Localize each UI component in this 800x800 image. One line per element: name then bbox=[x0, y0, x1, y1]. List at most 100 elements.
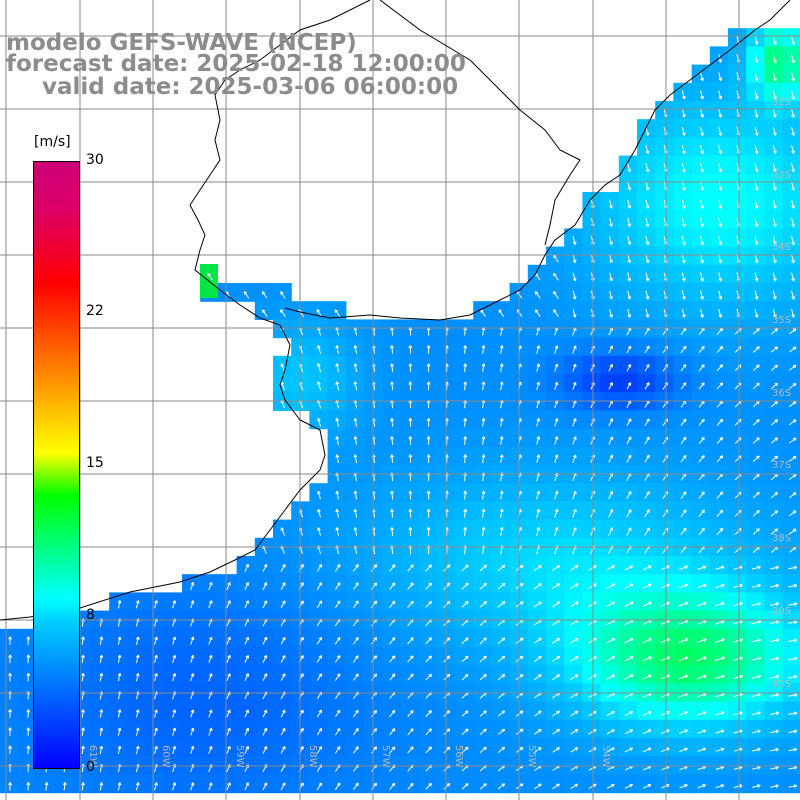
field-cell bbox=[582, 374, 602, 393]
wind-arrow bbox=[262, 582, 268, 591]
field-cell bbox=[728, 319, 747, 339]
wind-arrow bbox=[99, 654, 104, 663]
wind-arrow bbox=[244, 727, 249, 736]
wind-arrow bbox=[718, 254, 723, 264]
wind-arrow bbox=[481, 508, 486, 518]
field-cell bbox=[764, 574, 784, 593]
wind-arrow bbox=[461, 600, 469, 608]
field-cell bbox=[273, 628, 292, 648]
wind-arrow bbox=[754, 181, 759, 191]
wind-arrow bbox=[190, 582, 195, 591]
wind-arrow bbox=[262, 600, 268, 609]
wind-arrow bbox=[497, 783, 506, 790]
field-cell bbox=[764, 501, 784, 521]
wind-arrow bbox=[754, 290, 759, 300]
wind-arrow bbox=[791, 272, 795, 282]
wind-arrow bbox=[680, 364, 687, 372]
wind-arrow bbox=[718, 90, 723, 100]
wind-arrow bbox=[645, 144, 650, 155]
wind-arrow bbox=[62, 782, 67, 791]
field-cell bbox=[655, 501, 674, 521]
wind-arrow bbox=[533, 564, 542, 572]
wind-arrow bbox=[772, 308, 777, 318]
wind-arrow bbox=[244, 782, 249, 791]
wind-arrow bbox=[716, 418, 724, 426]
wind-arrow bbox=[443, 783, 451, 790]
wind-arrow bbox=[681, 254, 686, 264]
field-cell bbox=[582, 574, 602, 593]
wind-arrow bbox=[190, 709, 195, 718]
field-cell bbox=[782, 574, 800, 593]
field-cell bbox=[236, 719, 256, 739]
field-cell bbox=[382, 556, 401, 575]
field-cell bbox=[273, 774, 292, 794]
wind-arrow bbox=[190, 673, 195, 682]
wind-arrow bbox=[770, 510, 779, 517]
wind-arrow bbox=[698, 436, 705, 445]
wind-arrow bbox=[608, 527, 614, 536]
field-cell bbox=[564, 592, 583, 612]
field-cell bbox=[309, 628, 329, 648]
wind-arrow bbox=[681, 308, 686, 318]
field-cell bbox=[291, 665, 310, 684]
field-cell bbox=[709, 337, 729, 357]
wind-arrow bbox=[534, 728, 542, 735]
field-cell bbox=[655, 483, 674, 502]
wind-arrow bbox=[696, 656, 707, 662]
wind-arrow bbox=[463, 508, 468, 518]
wind-arrow bbox=[533, 583, 542, 590]
wind-arrow bbox=[135, 782, 140, 791]
wind-arrow bbox=[751, 729, 761, 734]
wind-arrow bbox=[642, 638, 652, 644]
wind-arrow bbox=[479, 655, 487, 663]
field-cell bbox=[746, 483, 765, 502]
field-cell bbox=[309, 592, 329, 612]
wind-arrow bbox=[408, 454, 413, 464]
wind-arrow bbox=[716, 527, 724, 536]
wind-arrow bbox=[226, 709, 231, 718]
wind-arrow bbox=[499, 417, 504, 427]
wind-arrow bbox=[479, 582, 487, 590]
field-cell bbox=[673, 519, 693, 539]
wind-arrow bbox=[644, 382, 650, 390]
wind-arrow bbox=[788, 656, 798, 661]
wind-arrow bbox=[772, 181, 777, 191]
wind-arrow bbox=[515, 783, 524, 790]
colorbar bbox=[33, 161, 80, 769]
wind-arrow bbox=[316, 636, 323, 645]
field-cell bbox=[345, 592, 365, 612]
wind-arrow bbox=[554, 381, 559, 390]
coastline-river bbox=[284, 0, 791, 321]
field-cell bbox=[564, 628, 583, 648]
field-cell bbox=[473, 701, 492, 721]
wind-arrow bbox=[352, 600, 359, 609]
wind-arrow bbox=[99, 745, 104, 754]
field-cell bbox=[691, 665, 711, 684]
wind-arrow bbox=[554, 345, 559, 354]
wind-arrow bbox=[553, 272, 559, 281]
field-cell bbox=[728, 628, 747, 648]
wind-arrow bbox=[680, 527, 687, 536]
wind-arrow bbox=[353, 436, 358, 445]
field-cell bbox=[782, 410, 800, 430]
wind-arrow bbox=[772, 217, 777, 227]
field-cell bbox=[782, 101, 800, 120]
field-cell bbox=[218, 628, 238, 648]
wind-arrow bbox=[135, 745, 140, 755]
field-cell bbox=[564, 647, 583, 666]
field-cell bbox=[655, 392, 674, 411]
wind-arrow bbox=[536, 490, 541, 500]
wind-arrow bbox=[588, 656, 597, 662]
wind-arrow bbox=[226, 563, 231, 572]
wind-arrow bbox=[752, 419, 760, 426]
wind-arrow bbox=[334, 673, 341, 681]
wind-arrow bbox=[770, 729, 779, 734]
wind-arrow bbox=[788, 729, 798, 734]
field-cell bbox=[400, 738, 420, 757]
wind-arrow bbox=[752, 510, 760, 517]
wind-arrow bbox=[534, 710, 542, 717]
wind-arrow bbox=[570, 601, 579, 608]
wind-arrow bbox=[280, 746, 286, 754]
wind-arrow bbox=[208, 654, 213, 663]
colorbar-tick-8: 8 bbox=[86, 607, 95, 623]
